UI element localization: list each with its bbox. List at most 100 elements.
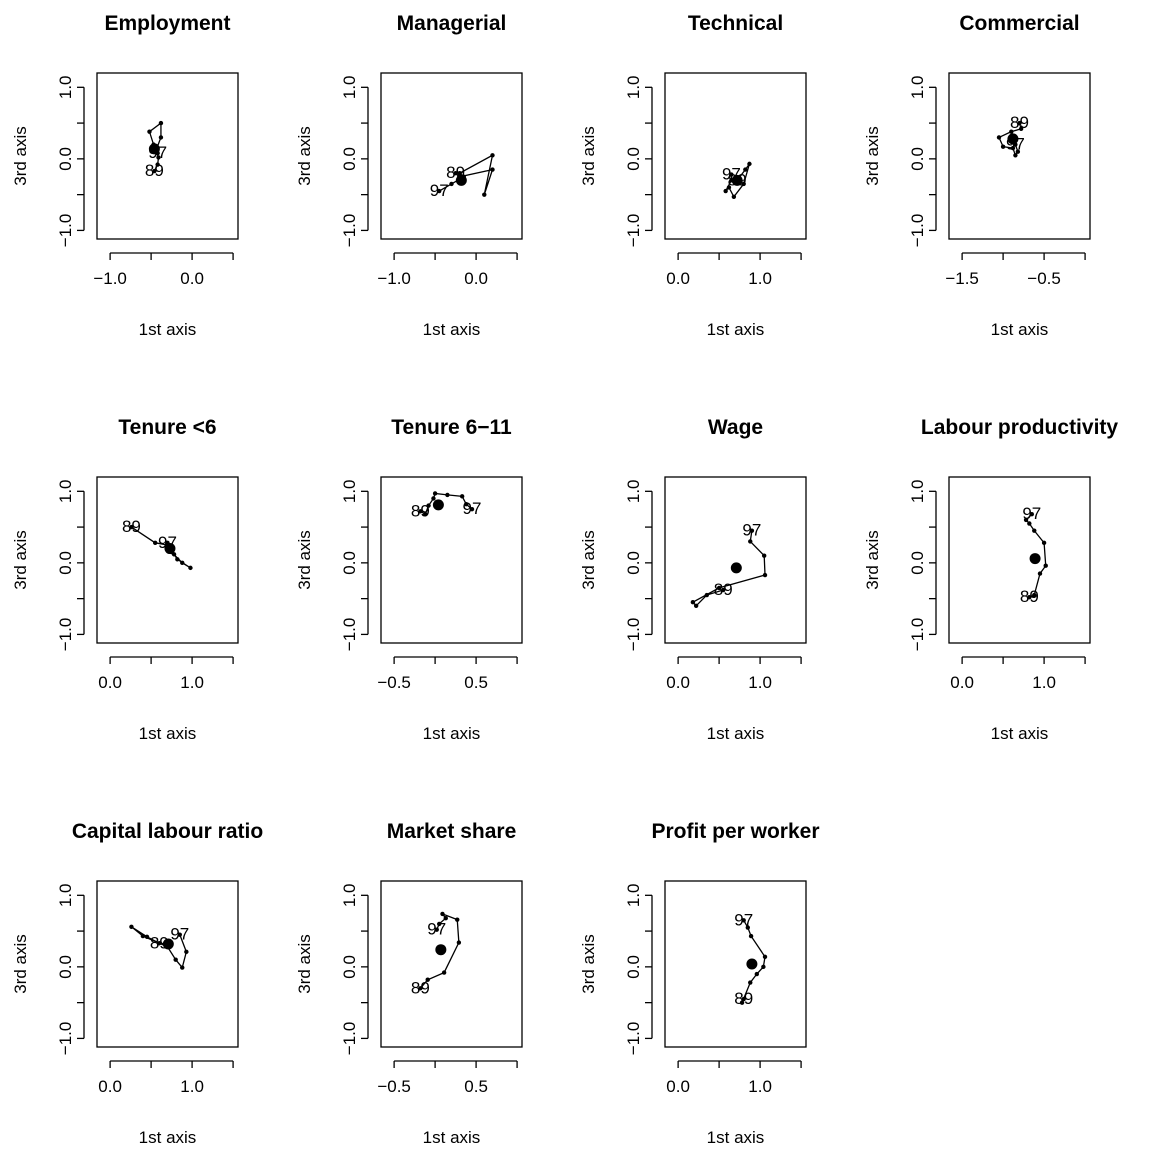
year-point — [152, 168, 157, 174]
year-label: 97 — [170, 925, 189, 944]
x-axis-label: 1st axis — [139, 1128, 197, 1147]
year-point — [749, 528, 755, 533]
y-tick-label: −1.0 — [340, 214, 359, 248]
plot-box — [948, 476, 1091, 644]
plot-box — [664, 476, 807, 644]
x-tick-label: 1.0 — [1032, 673, 1056, 692]
year-point — [129, 924, 134, 929]
year-point — [761, 964, 766, 970]
year-label: 97 — [430, 181, 449, 200]
panel: Wage 0.0 1.0 1st axis −1.0 0.0 1.0 3rd axis 89 97 — [579, 416, 807, 743]
panel: Market share −0.5 0.5 1st axis −1.0 0.0 1.0 3rd… — [295, 820, 523, 1147]
plot-box — [380, 880, 523, 1048]
x-tick-label: 0.0 — [98, 673, 122, 692]
y-axis-label: 3rd axis — [295, 530, 314, 590]
centroid — [1007, 133, 1019, 145]
x-axis-label: 1st axis — [423, 320, 481, 339]
year-point — [723, 188, 728, 194]
y-tick-label: 1.0 — [624, 883, 643, 907]
year-point — [1032, 592, 1037, 598]
y-tick-label: −1.0 — [56, 214, 75, 248]
y-axis-label: 3rd axis — [863, 126, 882, 186]
year-label: 97 — [427, 920, 446, 939]
plot-box — [96, 880, 239, 1048]
year-point — [741, 918, 746, 923]
year-label: 89 — [714, 580, 733, 599]
year-point — [147, 129, 152, 134]
year-label: 89 — [122, 517, 141, 536]
y-tick-label: −1.0 — [56, 1022, 75, 1056]
centroid — [162, 938, 174, 950]
year-point — [469, 506, 475, 512]
panel-title: Wage — [708, 416, 763, 439]
centroid — [148, 143, 160, 155]
year-point — [184, 949, 189, 955]
year-point — [418, 509, 423, 514]
year-point — [180, 560, 185, 566]
x-axis-label: 1st axis — [991, 320, 1049, 339]
year-label: 89 — [411, 978, 430, 997]
x-tick-label: 0.0 — [464, 269, 488, 288]
year-point — [1023, 517, 1029, 523]
year-label: 97 — [463, 499, 482, 518]
y-tick-label: −1.0 — [624, 618, 643, 652]
y-tick-label: 1.0 — [340, 883, 359, 907]
x-tick-label: 1.0 — [180, 1077, 204, 1096]
y-tick-label: 0.0 — [340, 147, 359, 171]
year-point — [188, 565, 193, 571]
y-axis-label: 3rd axis — [295, 934, 314, 994]
x-tick-label: 0.0 — [180, 269, 204, 288]
year-point — [690, 600, 696, 605]
year-point — [443, 916, 448, 921]
y-axis-label: 3rd axis — [295, 126, 314, 186]
year-point — [453, 170, 458, 176]
panel-title: Profit per worker — [651, 820, 819, 843]
panel: Employment −1.0 0.0 1st axis −1.0 0.0 1.0 3rd a… — [11, 12, 239, 339]
year-point — [441, 970, 447, 975]
year-point — [140, 933, 146, 939]
year-point — [761, 553, 767, 558]
year-point — [739, 1000, 745, 1005]
year-point — [158, 135, 164, 140]
year-label: 89 — [150, 933, 169, 952]
year-label: 89 — [734, 989, 753, 1008]
panel: Commercial −1.5 −0.5 1st axis −1.0 0.0 1.0 3rd … — [863, 12, 1091, 339]
y-tick-label: −1.0 — [340, 618, 359, 652]
year-point — [1017, 120, 1022, 126]
panel-title: Capital labour ratio — [72, 820, 263, 843]
y-tick-label: −1.0 — [624, 214, 643, 248]
year-point — [155, 162, 160, 167]
x-tick-label: 0.5 — [464, 1077, 488, 1096]
y-tick-label: 1.0 — [340, 479, 359, 503]
year-label: 97 — [734, 910, 753, 929]
centroid — [164, 543, 176, 555]
y-tick-label: 0.0 — [908, 551, 927, 575]
year-point — [490, 167, 495, 172]
y-tick-label: 1.0 — [908, 75, 927, 99]
y-tick-label: 0.0 — [624, 147, 643, 171]
year-point — [437, 188, 442, 194]
y-tick-label: −1.0 — [908, 214, 927, 248]
y-tick-label: −1.0 — [624, 1022, 643, 1056]
y-tick-label: 0.0 — [340, 955, 359, 979]
centroid — [432, 499, 444, 511]
year-point — [175, 557, 180, 562]
y-tick-label: 1.0 — [624, 479, 643, 503]
panel-title: Tenure <6 — [118, 416, 216, 439]
year-point — [173, 957, 178, 962]
year-point — [716, 585, 722, 591]
x-tick-label: 1.0 — [748, 1077, 772, 1096]
year-point — [459, 494, 465, 499]
x-axis-label: 1st axis — [707, 1128, 765, 1147]
centroid — [1029, 553, 1041, 565]
panel-title: Technical — [688, 12, 783, 35]
centroid — [730, 562, 742, 574]
year-point — [418, 986, 423, 991]
year-point — [996, 135, 1002, 140]
year-point — [434, 927, 439, 932]
year-point — [762, 572, 768, 578]
x-axis-label: 1st axis — [707, 320, 765, 339]
x-tick-label: 0.0 — [950, 673, 974, 692]
